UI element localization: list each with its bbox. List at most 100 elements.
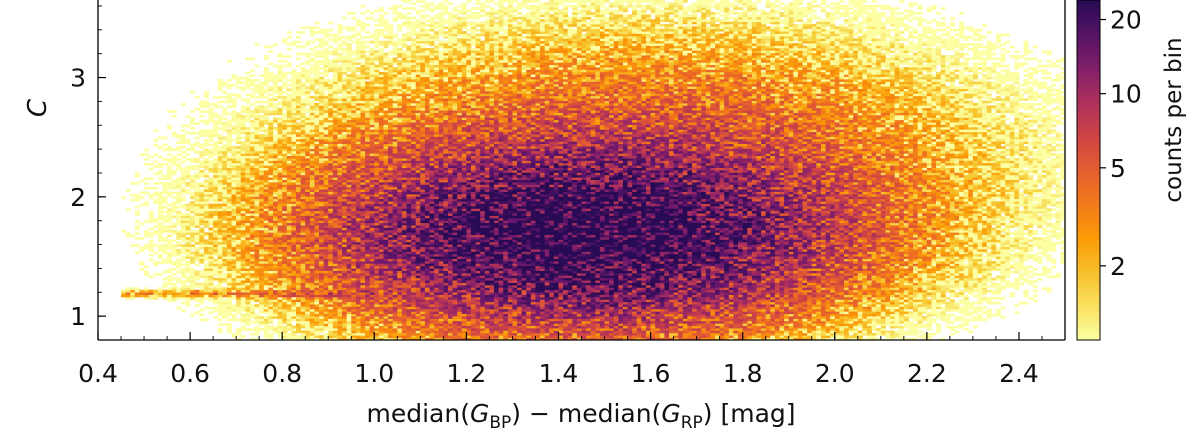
heatmap-cell [342,143,348,147]
heatmap-cell [328,52,334,56]
heatmap-cell [236,76,242,80]
heatmap-cell [236,189,242,192]
heatmap-cell [222,251,228,255]
heatmap-cell [259,155,265,159]
heatmap-cell [259,241,265,245]
heatmap-cell [346,69,352,73]
heatmap-cell [291,268,297,271]
heatmap-cell [378,138,384,142]
heatmap-cell [272,189,278,192]
heatmap-cell [185,167,191,171]
heatmap-cell [190,260,196,264]
heatmap-cell [236,253,242,257]
heatmap-cell [222,217,228,221]
heatmap-cell [309,253,315,257]
heatmap-cell [259,110,265,113]
heatmap-cell [305,330,311,334]
heatmap-cell [231,179,237,183]
heatmap-cell [378,136,384,140]
heatmap-cell [171,162,177,166]
heatmap-cell [144,148,150,152]
heatmap-cell [291,241,297,245]
heatmap-cell [213,308,219,312]
heatmap-cell [369,198,375,202]
heatmap-cell [282,196,288,200]
heatmap-cell [378,155,384,159]
heatmap-cell [134,227,140,231]
heatmap-cell [254,208,260,212]
heatmap-cell [342,241,348,245]
heatmap-cell [162,205,168,209]
heatmap-cell [319,215,325,219]
heatmap-cell [245,86,251,89]
heatmap-cell [360,162,366,166]
heatmap-cell [231,167,237,171]
heatmap-cell [337,294,343,298]
heatmap-cell [236,205,242,209]
heatmap-cell [319,301,325,305]
heatmap-cell [337,332,343,336]
heatmap-cell [378,330,384,334]
heatmap-cell [323,100,329,104]
heatmap-cell [360,265,366,269]
heatmap-cell [263,45,269,49]
heatmap-cell [282,205,288,209]
heatmap-cell [240,172,246,176]
heatmap-cell [254,292,260,295]
heatmap-cell [171,253,177,257]
heatmap-cell [240,229,246,233]
heatmap-cell [346,213,352,216]
heatmap-cell [171,246,177,250]
heatmap-cell [286,129,292,133]
heatmap-cell [378,162,384,166]
heatmap-cell [240,299,246,303]
heatmap-cell [268,193,274,197]
heatmap-cell [263,57,269,61]
heatmap-cell [342,203,348,207]
heatmap-cell [245,150,251,154]
heatmap-cell [222,299,228,303]
heatmap-cell [185,251,191,255]
heatmap-cell [332,237,338,240]
heatmap-cell [355,162,361,166]
heatmap-cell [300,136,306,140]
heatmap-cell [240,203,246,207]
heatmap-cell [351,337,357,340]
heatmap-cell [130,294,136,298]
heatmap-cell [217,146,223,149]
heatmap-cell [383,320,389,324]
heatmap-cell [342,107,348,111]
heatmap-cell [208,193,214,197]
heatmap-cell [351,11,357,15]
heatmap-cell [346,184,352,188]
heatmap-cell [309,330,315,334]
heatmap-cell [203,184,209,188]
heatmap-cell [185,296,191,300]
heatmap-cell [231,201,237,204]
heatmap-cell [332,284,338,288]
heatmap-cell [369,253,375,257]
heatmap-cell [342,98,348,101]
heatmap-cell [226,330,232,334]
heatmap-cell [217,119,223,123]
heatmap-cell [277,308,283,312]
heatmap-cell [346,134,352,137]
heatmap-cell [346,28,352,32]
heatmap-cell [176,210,182,214]
heatmap-cell [365,337,371,340]
heatmap-cell [167,110,173,113]
heatmap-cell [194,270,200,274]
heatmap-cell [351,138,357,142]
heatmap-cell [351,217,357,221]
heatmap-cell [346,215,352,219]
heatmap-cell [240,201,246,204]
heatmap-cell [277,330,283,334]
heatmap-cell [254,86,260,89]
heatmap-cell [199,198,205,202]
heatmap-cell [245,134,251,137]
heatmap-cell [346,47,352,51]
heatmap-cell [332,69,338,73]
heatmap-cell [217,196,223,200]
heatmap-cell [360,249,366,252]
heatmap-cell [245,299,251,303]
